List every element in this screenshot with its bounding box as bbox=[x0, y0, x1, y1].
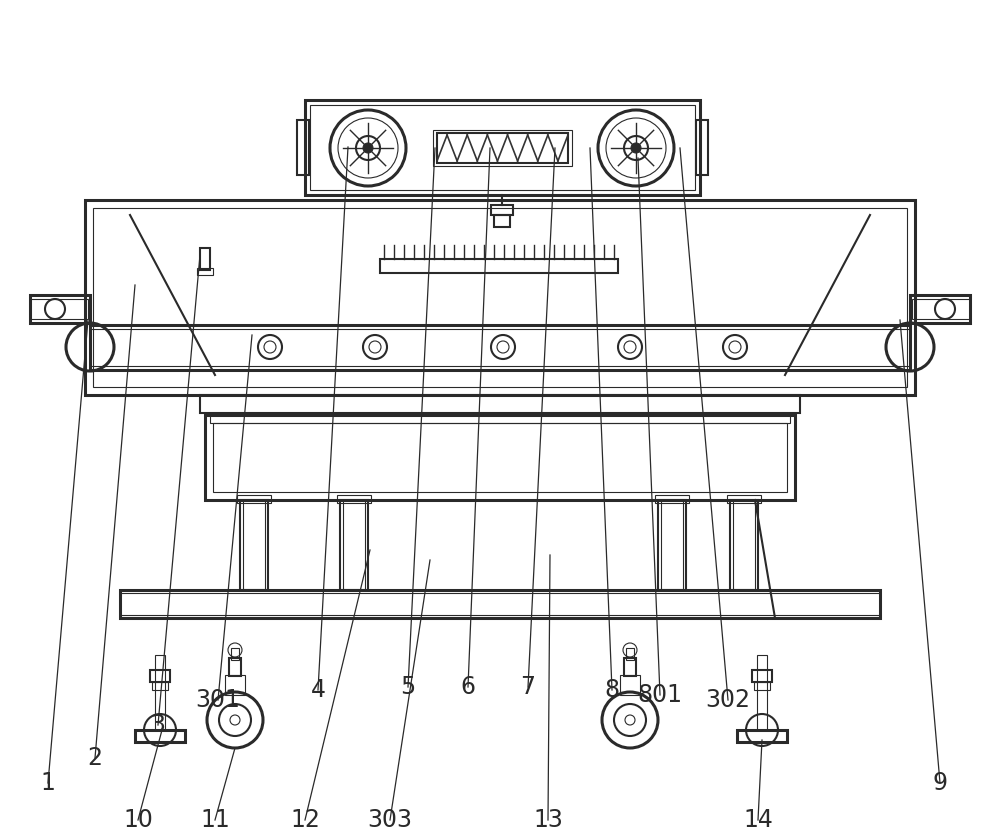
Text: 5: 5 bbox=[400, 675, 416, 699]
Bar bbox=[213, 423, 787, 492]
Bar bbox=[210, 413, 790, 423]
Text: 13: 13 bbox=[533, 808, 563, 832]
Text: 801: 801 bbox=[638, 683, 682, 707]
Bar bbox=[624, 658, 636, 676]
Text: 302: 302 bbox=[706, 688, 750, 712]
Bar bbox=[305, 100, 700, 195]
Bar bbox=[150, 670, 170, 682]
Bar bbox=[237, 495, 271, 503]
Bar bbox=[229, 658, 241, 676]
Bar bbox=[433, 130, 572, 166]
Bar bbox=[437, 133, 568, 163]
Bar bbox=[310, 105, 695, 190]
Circle shape bbox=[363, 143, 373, 153]
Bar bbox=[197, 268, 213, 275]
Text: 14: 14 bbox=[743, 808, 773, 832]
Text: 9: 9 bbox=[932, 771, 948, 795]
Text: 7: 7 bbox=[520, 675, 536, 699]
Text: 11: 11 bbox=[200, 808, 230, 832]
Bar bbox=[90, 325, 910, 370]
Bar bbox=[152, 682, 168, 690]
Bar bbox=[655, 495, 689, 503]
Bar bbox=[240, 500, 268, 590]
Bar bbox=[85, 200, 915, 395]
Bar bbox=[491, 205, 513, 215]
Bar bbox=[912, 299, 970, 319]
Bar bbox=[120, 593, 880, 615]
Bar bbox=[135, 730, 185, 742]
Bar bbox=[494, 215, 510, 227]
Bar bbox=[337, 495, 371, 503]
Text: 2: 2 bbox=[88, 746, 103, 770]
Text: 3: 3 bbox=[150, 713, 166, 737]
Bar bbox=[910, 295, 970, 323]
Bar bbox=[93, 208, 907, 387]
Bar bbox=[380, 259, 618, 273]
Bar bbox=[90, 329, 910, 366]
Bar bbox=[757, 655, 767, 730]
Bar bbox=[205, 415, 795, 500]
Text: 303: 303 bbox=[368, 808, 413, 832]
Bar bbox=[727, 495, 761, 503]
Bar bbox=[754, 682, 770, 690]
Bar bbox=[155, 655, 165, 730]
Text: 6: 6 bbox=[460, 675, 476, 699]
Bar bbox=[737, 730, 787, 742]
Text: 1: 1 bbox=[41, 771, 55, 795]
Bar bbox=[30, 295, 90, 323]
Text: 8: 8 bbox=[604, 678, 620, 702]
Bar bbox=[658, 500, 686, 590]
Text: 301: 301 bbox=[196, 688, 240, 712]
Text: 12: 12 bbox=[290, 808, 320, 832]
Bar bbox=[752, 670, 772, 682]
Bar bbox=[297, 120, 309, 175]
Bar bbox=[231, 648, 239, 660]
Bar bbox=[696, 120, 708, 175]
Bar bbox=[30, 299, 88, 319]
Bar bbox=[620, 675, 640, 695]
Bar bbox=[730, 500, 758, 590]
Text: 10: 10 bbox=[123, 808, 153, 832]
Circle shape bbox=[631, 143, 641, 153]
Bar bbox=[200, 248, 210, 270]
Bar bbox=[225, 675, 245, 695]
Bar bbox=[626, 648, 634, 660]
Bar bbox=[120, 590, 880, 618]
Text: 4: 4 bbox=[310, 678, 326, 702]
Bar bbox=[340, 500, 368, 590]
Bar bbox=[200, 395, 800, 413]
